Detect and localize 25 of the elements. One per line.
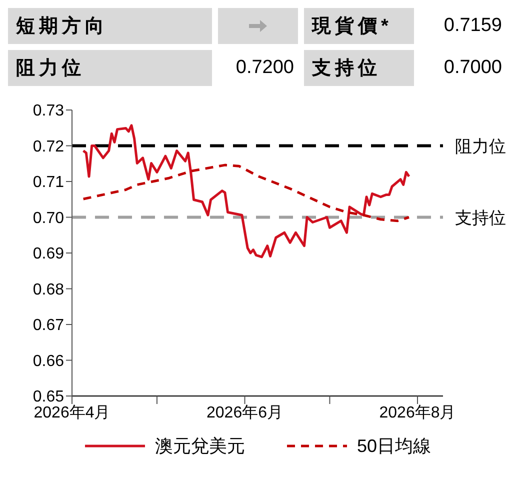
y-tick-label: 0.66 — [32, 352, 64, 370]
text: 阻力位 — [8, 50, 212, 86]
y-tick-label: 0.72 — [32, 138, 64, 156]
y-tick-label: 0.71 — [32, 174, 64, 192]
x-tick-label: 2026年4月 — [34, 404, 110, 422]
legend-label: 50日均線 — [356, 435, 432, 458]
x-tick-label: 2026年6月 — [206, 404, 284, 422]
y-tick-label: 0.69 — [32, 246, 64, 263]
text: 0.7200 — [234, 56, 295, 80]
ref-line-label: 支持位 — [455, 208, 506, 228]
ref-line-label: 阻力位 — [455, 136, 506, 156]
legend-label: 澳元兌美元 — [154, 435, 245, 458]
text: 短期方向 — [8, 8, 212, 44]
y-tick-label: 0.73 — [32, 102, 64, 120]
text: 0.7000 — [442, 56, 503, 80]
line-series — [82, 164, 410, 222]
y-tick-label: 0.67 — [32, 317, 64, 334]
y-tick-label: 0.70 — [32, 210, 64, 227]
y-tick-label: 0.68 — [32, 281, 64, 298]
text: 現貨價* — [304, 8, 414, 44]
text: 支持位 — [304, 50, 414, 86]
y-tick-label: 0.65 — [32, 388, 64, 406]
x-tick-label: 2026年8月 — [379, 404, 456, 422]
text: 0.7159 — [442, 14, 503, 38]
line-series — [82, 124, 410, 258]
